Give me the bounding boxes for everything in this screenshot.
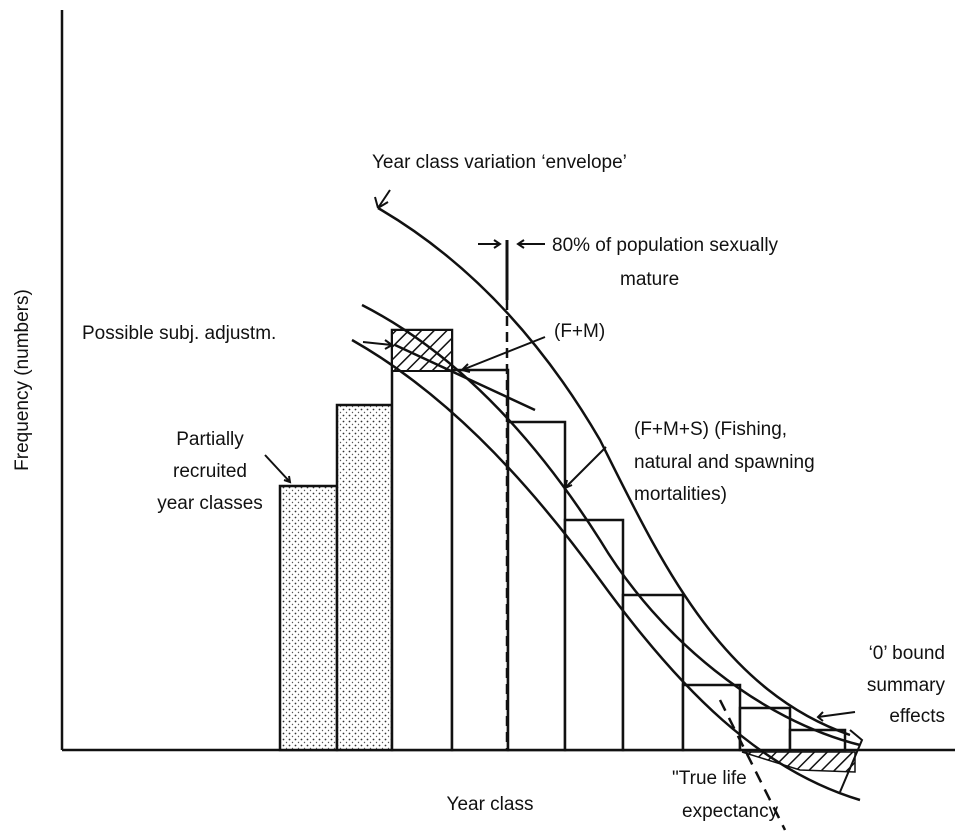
annotation: (F+M+S) (Fishing, <box>634 419 787 440</box>
bars <box>278 328 847 752</box>
y-axis-label: Frequency (numbers) <box>12 289 33 471</box>
annotation: Year class variation ‘envelope’ <box>372 152 627 173</box>
annotation: mature <box>620 269 679 290</box>
annotation: natural and spawning <box>634 452 815 473</box>
annotation: year classes <box>157 493 263 514</box>
arrows <box>264 189 864 793</box>
annotation: summary <box>867 675 946 696</box>
curves <box>351 206 861 831</box>
annotation: Partially <box>176 429 244 450</box>
hatch-below <box>741 751 856 773</box>
annotation: mortalities) <box>634 484 727 505</box>
annotation: ‘0’ bound <box>869 643 945 664</box>
annotation: Possible subj. adjustm. <box>82 323 276 344</box>
annotation: effects <box>889 706 945 727</box>
annotation: 80% of population sexually <box>552 235 779 256</box>
annotation: "True life <box>672 768 747 789</box>
annotation: (F+M) <box>554 321 605 342</box>
x-axis-label: Year class <box>447 794 534 815</box>
annotation: expectancy <box>682 801 779 822</box>
annotation: recruited <box>173 461 247 482</box>
